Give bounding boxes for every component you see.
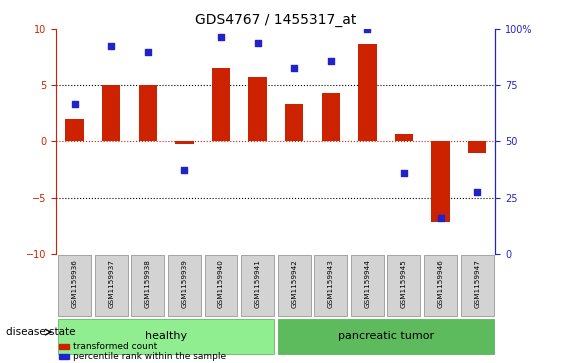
Text: GSM1159938: GSM1159938 — [145, 259, 151, 308]
Bar — [102, 85, 120, 142]
FancyBboxPatch shape — [387, 255, 421, 316]
Text: GSM1159940: GSM1159940 — [218, 259, 224, 308]
Text: pancreatic tumor: pancreatic tumor — [338, 331, 434, 340]
FancyBboxPatch shape — [461, 255, 494, 316]
FancyBboxPatch shape — [314, 255, 347, 316]
FancyBboxPatch shape — [278, 255, 311, 316]
Text: GSM1159946: GSM1159946 — [437, 259, 444, 308]
Title: GDS4767 / 1455317_at: GDS4767 / 1455317_at — [195, 13, 356, 26]
FancyBboxPatch shape — [95, 255, 128, 316]
Bar — [212, 68, 230, 142]
FancyBboxPatch shape — [58, 319, 274, 354]
Text: GSM1159941: GSM1159941 — [254, 259, 261, 308]
Point — [436, 215, 445, 221]
Text: GSM1159943: GSM1159943 — [328, 259, 334, 308]
FancyBboxPatch shape — [424, 255, 457, 316]
Point — [143, 49, 152, 54]
Text: transformed count: transformed count — [73, 342, 158, 351]
Point — [216, 34, 225, 40]
Text: GSM1159942: GSM1159942 — [291, 259, 297, 308]
Point — [180, 167, 189, 172]
Point — [472, 189, 481, 195]
Bar — [321, 93, 340, 142]
Text: GSM1159945: GSM1159945 — [401, 259, 407, 308]
Text: percentile rank within the sample: percentile rank within the sample — [73, 352, 226, 361]
Bar — [59, 344, 69, 349]
Bar — [468, 142, 486, 153]
Text: GSM1159937: GSM1159937 — [108, 259, 114, 308]
Text: GSM1159939: GSM1159939 — [181, 259, 187, 308]
FancyBboxPatch shape — [241, 255, 274, 316]
Bar — [248, 77, 267, 142]
Text: GSM1159936: GSM1159936 — [72, 259, 78, 308]
FancyBboxPatch shape — [58, 255, 91, 316]
FancyBboxPatch shape — [168, 255, 201, 316]
Point — [363, 26, 372, 32]
Bar — [59, 354, 69, 359]
Bar — [175, 142, 194, 144]
Point — [400, 170, 409, 176]
Bar — [138, 85, 157, 142]
Bar — [358, 44, 377, 142]
FancyBboxPatch shape — [278, 319, 494, 354]
Point — [253, 40, 262, 45]
Text: GSM1159944: GSM1159944 — [364, 259, 370, 308]
Point — [70, 101, 79, 107]
FancyBboxPatch shape — [131, 255, 164, 316]
Point — [326, 58, 335, 64]
Text: disease state: disease state — [6, 327, 75, 337]
Point — [290, 65, 299, 71]
Bar — [285, 104, 303, 142]
Bar — [65, 119, 84, 142]
Bar — [431, 142, 450, 223]
Bar — [395, 134, 413, 142]
Text: healthy: healthy — [145, 331, 187, 340]
FancyBboxPatch shape — [204, 255, 238, 316]
FancyBboxPatch shape — [351, 255, 384, 316]
Point — [107, 43, 116, 49]
Text: GSM1159947: GSM1159947 — [474, 259, 480, 308]
